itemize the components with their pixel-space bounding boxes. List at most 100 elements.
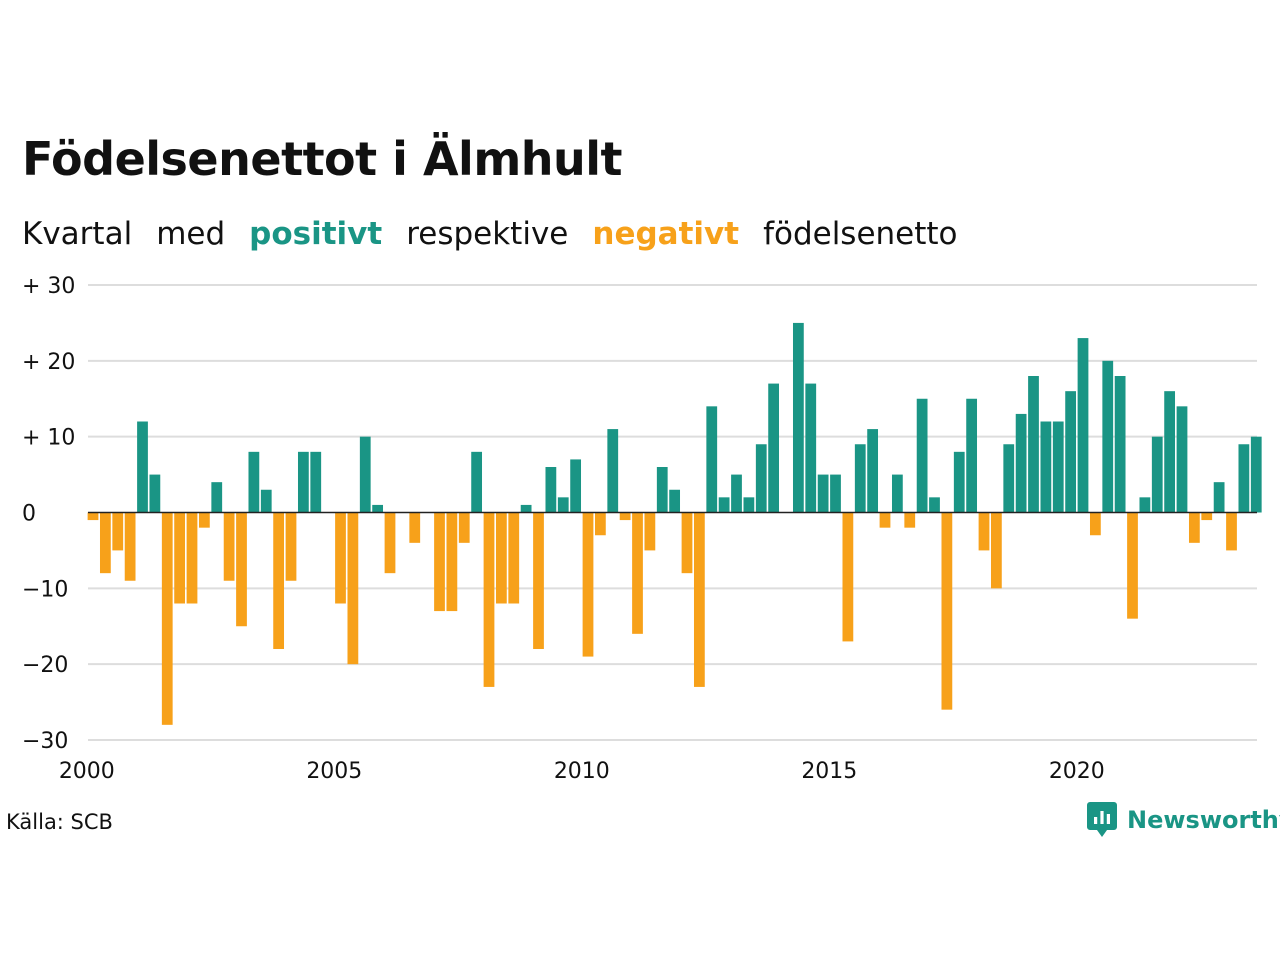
bar-negative: 2012 Q2: -23 — [693, 512, 705, 687]
x-tick-label: 2005 — [306, 759, 362, 784]
bar-negative: 2000 Q3: -5 — [112, 512, 124, 551]
bar-positive: 2017 Q1: 2 — [929, 497, 940, 513]
y-tick-label: + 30 — [22, 274, 75, 299]
bar-negative: 2005 Q2: -20 — [347, 512, 359, 665]
newsworthy-logo-icon — [1087, 802, 1117, 837]
bar-positive: 2018 Q4: 13 — [1015, 413, 1027, 513]
bar-positive: 2002 Q3: 4 — [211, 482, 223, 513]
subtitle-word-kvartal: Kvartal — [22, 216, 133, 252]
bar-negative: 2000 Q4: -9 — [124, 512, 136, 581]
bar-positive: 2012 Q4: 2 — [718, 497, 730, 513]
axes: + 30 + 20 + 10 0 −10 −20 −30 2000 2005 2010 2015 20… — [22, 274, 1257, 784]
bar-negative: 2008 Q1: -23 — [483, 512, 495, 687]
bar-positive: 2009 Q2: 6 — [545, 467, 557, 513]
bar-positive: 2022 Q1: 14 — [1176, 406, 1188, 513]
y-tick-label: −30 — [22, 729, 68, 754]
bar-positive: 2005 Q3: 10 — [359, 436, 371, 513]
bar-negative: 2021 Q1: -14 — [1127, 512, 1138, 619]
x-tick-label: 2000 — [59, 759, 115, 784]
bar-positive: 2019 Q1: 18 — [1028, 376, 1039, 513]
bar-positive: 2007 Q4: 8 — [471, 451, 483, 513]
chart-title: Födelsenettot i Älmhult — [22, 132, 623, 186]
bar-negative: 2018 Q1: -5 — [978, 512, 990, 551]
x-tick-label: 2015 — [801, 759, 857, 784]
bar-positive: 2004 Q2: 8 — [297, 451, 309, 513]
y-tick-label: 0 — [22, 502, 36, 527]
bar-negative: 2006 Q1: -8 — [384, 512, 396, 574]
subtitle-negative-label: negativt — [592, 216, 740, 252]
x-tick-label: 2020 — [1049, 759, 1105, 784]
bar-positive: 2013 Q2: 2 — [743, 497, 755, 513]
subtitle-word-med: med — [156, 216, 226, 252]
bar-positive: 2009 Q3: 2 — [557, 497, 569, 513]
bar-positive: 2021 Q2: 2 — [1139, 497, 1151, 513]
bar-positive: 2017 Q3: 8 — [953, 451, 965, 513]
bar-negative: 2002 Q4: -9 — [223, 512, 235, 581]
bar-positive: 2012 Q3: 14 — [706, 406, 718, 513]
bar-positive: 2003 Q2: 8 — [248, 451, 260, 513]
bar-negative: 2003 Q1: -15 — [236, 512, 247, 627]
bar-positive: 2020 Q4: 18 — [1114, 376, 1126, 513]
bar-positive: 2021 Q4: 16 — [1164, 391, 1176, 513]
bar-positive: 2014 Q4: 5 — [817, 474, 829, 513]
bar-negative: 2017 Q2: -26 — [941, 512, 953, 710]
bar-negative: 2022 Q2: -4 — [1188, 512, 1200, 543]
newsworthy-logo-text: Newsworthy — [1127, 806, 1280, 834]
bar-negative: 2000 Q1: -1 — [87, 512, 99, 521]
bar-negative: 2001 Q3: -28 — [161, 512, 173, 725]
bar-negative: 2009 Q1: -18 — [533, 512, 544, 649]
subtitle-positive-label: positivt — [249, 216, 383, 252]
bar-negative: 2005 Q1: -12 — [335, 512, 346, 604]
bar-positive: 2013 Q3: 9 — [755, 444, 767, 513]
bar-positive: 2022 Q4: 4 — [1213, 482, 1225, 513]
bar-negative: 2010 Q4: -1 — [619, 512, 631, 521]
y-tick-label: −20 — [22, 653, 68, 678]
bar-negative: 2002 Q1: -12 — [186, 512, 198, 604]
bar-positive: 2004 Q3: 8 — [310, 451, 322, 513]
bar-negative: 2023 Q1: -5 — [1226, 512, 1237, 551]
x-tick-label: 2010 — [554, 759, 610, 784]
bar-positive: 2020 Q3: 20 — [1102, 360, 1114, 513]
bar-negative: 2016 Q1: -2 — [879, 512, 891, 528]
bar-negative: 2008 Q2: -12 — [495, 512, 507, 604]
source-note: Källa: SCB — [6, 810, 113, 834]
bar-positive: 2021 Q3: 10 — [1151, 436, 1163, 513]
bar-positive: 2015 Q4: 11 — [867, 429, 879, 513]
bar-positive: 2016 Q2: 5 — [891, 474, 903, 513]
bar-positive: 2011 Q4: 3 — [669, 489, 681, 513]
bar-negative: 2015 Q2: -17 — [842, 512, 854, 642]
bar-positive: 2019 Q4: 16 — [1065, 391, 1077, 513]
bar-negative: 2008 Q3: -12 — [508, 512, 520, 604]
y-tick-label: + 10 — [22, 426, 75, 451]
bar-positive: 2014 Q3: 17 — [805, 383, 817, 513]
bars: 2000 Q1: -12000 Q2: -82000 Q3: -52000 Q4… — [87, 322, 1262, 725]
bar-positive: 2016 Q4: 15 — [916, 398, 928, 513]
chart-subtitle: Kvartal med positivt respektive negativt föde… — [22, 216, 982, 252]
bar-positive: 2017 Q4: 15 — [966, 398, 978, 513]
bar-negative: 2018 Q2: -10 — [990, 512, 1002, 589]
bar-positive: 2014 Q2: 25 — [792, 322, 804, 513]
bar-negative: 2011 Q1: -16 — [632, 512, 643, 634]
bar-positive: 2019 Q3: 12 — [1052, 421, 1064, 513]
bar-positive: 2008 Q4: 1 — [520, 504, 532, 513]
subtitle-word-respektive: respektive — [406, 216, 569, 252]
bar-positive: 2010 Q3: 11 — [607, 429, 619, 513]
bar-positive: 2020 Q1: 23 — [1077, 338, 1089, 513]
bar-negative: 2007 Q3: -4 — [458, 512, 470, 543]
bar-positive: 2013 Q4: 17 — [768, 383, 780, 513]
bar-positive: undefined: 10 — [1250, 436, 1262, 513]
bar-positive: 2015 Q3: 9 — [854, 444, 866, 513]
y-tick-label: + 20 — [22, 350, 75, 375]
bar-positive: 2005 Q4: 1 — [372, 504, 384, 513]
y-tick-label: −10 — [22, 577, 68, 602]
subtitle-word-fodelsenetto: födelsenetto — [763, 216, 958, 252]
bar-positive: 2019 Q2: 12 — [1040, 421, 1052, 513]
bar-negative: 2022 Q3: -1 — [1201, 512, 1213, 521]
bar-positive: 2018 Q3: 9 — [1003, 444, 1015, 513]
bar-negative: 2004 Q1: -9 — [285, 512, 297, 581]
bar-negative: 2003 Q4: -18 — [273, 512, 285, 649]
newsworthy-logo: Newsworthy — [1087, 802, 1280, 838]
bar-positive: 2001 Q2: 5 — [149, 474, 161, 513]
bar-negative: 2001 Q4: -12 — [174, 512, 186, 604]
